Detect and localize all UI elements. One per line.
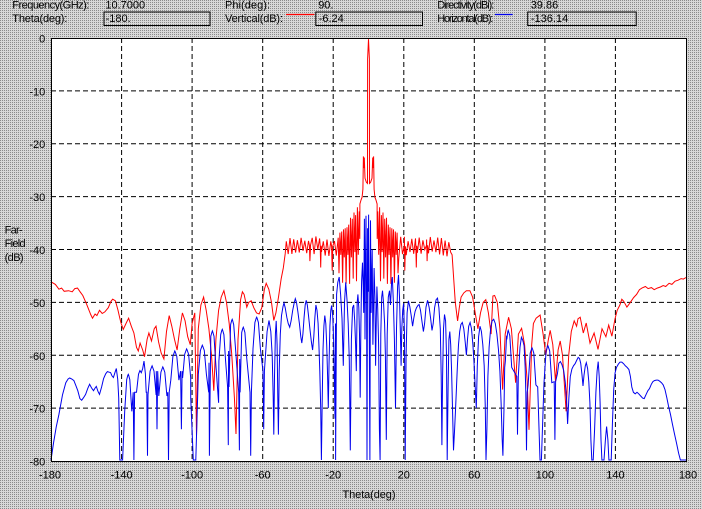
svg-text:100: 100: [536, 469, 554, 481]
svg-text:-140: -140: [111, 469, 133, 481]
svg-text:10.7000: 10.7000: [105, 0, 145, 12]
svg-text:-70: -70: [29, 404, 45, 416]
svg-text:-20: -20: [325, 469, 341, 481]
svg-text:-180: -180: [39, 469, 61, 481]
svg-text:-10: -10: [29, 86, 45, 98]
svg-text:-180.: -180.: [106, 13, 131, 25]
svg-text:-40: -40: [29, 245, 45, 257]
svg-text:0: 0: [39, 34, 45, 46]
svg-text:Theta(deg):: Theta(deg):: [12, 13, 67, 25]
svg-text:Directivity(dBi):: Directivity(dBi):: [437, 0, 494, 12]
svg-text:140: 140: [606, 469, 624, 481]
svg-text:39.86: 39.86: [531, 0, 559, 12]
svg-text:Frequency(GHz):: Frequency(GHz):: [12, 0, 89, 12]
svg-text:-60: -60: [255, 469, 271, 481]
svg-text:-100: -100: [181, 469, 203, 481]
svg-text:(dB): (dB): [5, 252, 24, 264]
svg-text:-60: -60: [29, 351, 45, 363]
svg-text:-136.14: -136.14: [531, 13, 568, 25]
svg-text:-6.24: -6.24: [319, 13, 344, 25]
svg-text:60: 60: [468, 469, 480, 481]
svg-text:Phi(deg):: Phi(deg):: [225, 0, 270, 12]
svg-text:20: 20: [398, 469, 410, 481]
svg-text:180: 180: [679, 469, 697, 481]
svg-text:-50: -50: [29, 298, 45, 310]
svg-text:Horizontal(dB):: Horizontal(dB):: [437, 13, 493, 25]
svg-text:Field: Field: [5, 238, 26, 250]
svg-text:Theta(deg): Theta(deg): [343, 489, 396, 501]
svg-text:-80: -80: [29, 457, 45, 469]
svg-text:90.: 90.: [318, 0, 333, 12]
svg-text:-30: -30: [29, 192, 45, 204]
svg-text:Far-: Far-: [5, 225, 23, 237]
svg-text:-20: -20: [29, 139, 45, 151]
svg-text:Vertical(dB):: Vertical(dB):: [225, 13, 283, 25]
